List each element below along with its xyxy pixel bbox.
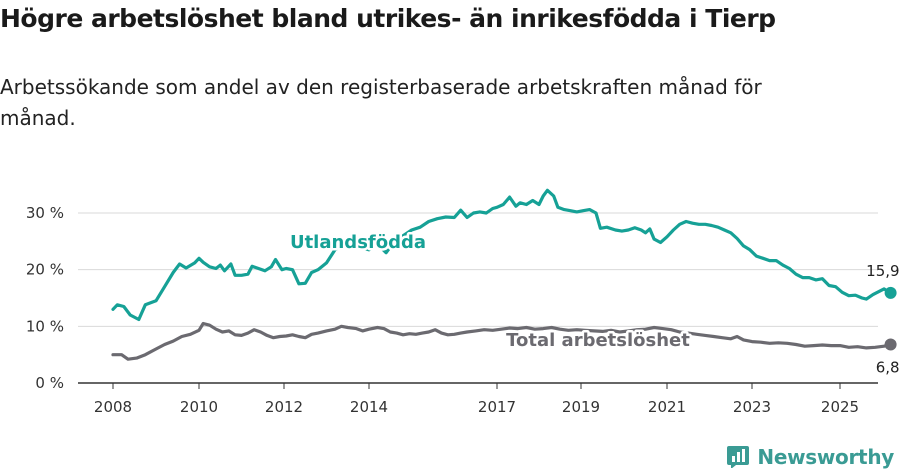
chart-title: Högre arbetslöshet bland utrikes- än inr…	[0, 4, 776, 33]
y-axis: 0 % 10 % 20 % 30 %	[26, 204, 64, 392]
x-tick-label: 2017	[478, 398, 516, 416]
newsworthy-logo-icon	[727, 446, 750, 468]
y-tick-label: 30 %	[26, 204, 64, 222]
series-end-point	[884, 338, 897, 351]
x-tick-label: 2025	[821, 398, 859, 416]
series-end-point	[884, 286, 897, 299]
x-tick-label: 2012	[265, 398, 303, 416]
newsworthy-brand[interactable]: Newsworthy	[727, 445, 894, 469]
y-tick-label: 20 %	[26, 261, 64, 279]
x-tick-label: 2008	[94, 398, 132, 416]
x-tick-label: 2014	[350, 398, 388, 416]
x-tick-label: 2023	[733, 398, 771, 416]
series-labels: 15,9 % 6,8 % Utlandsfödda Total arbetslöshe…	[287, 230, 900, 377]
series-group	[111, 188, 897, 361]
series-line-utlandsfodda	[111, 188, 893, 322]
grid-lines	[78, 212, 878, 384]
y-tick-label: 0 %	[35, 374, 64, 392]
x-axis: 2008 2010 2012 2014 2017 2019 2021 2023 2025	[94, 383, 859, 416]
series-end-label: 6,8 %	[876, 358, 900, 376]
y-tick-label: 10 %	[26, 317, 64, 335]
series-label-utlandsfodda: Utlandsfödda	[290, 232, 426, 253]
x-tick-label: 2010	[180, 398, 218, 416]
x-tick-label: 2021	[648, 398, 686, 416]
chart-subtitle: Arbetssökande som andel av den registerb…	[0, 75, 762, 130]
brand-name: Newsworthy	[757, 445, 894, 469]
series-end-label: 15,9 %	[866, 262, 900, 280]
series-label-total: Total arbetslöshet	[506, 330, 690, 351]
x-tick-label: 2019	[562, 398, 600, 416]
series-line-total	[111, 321, 893, 361]
